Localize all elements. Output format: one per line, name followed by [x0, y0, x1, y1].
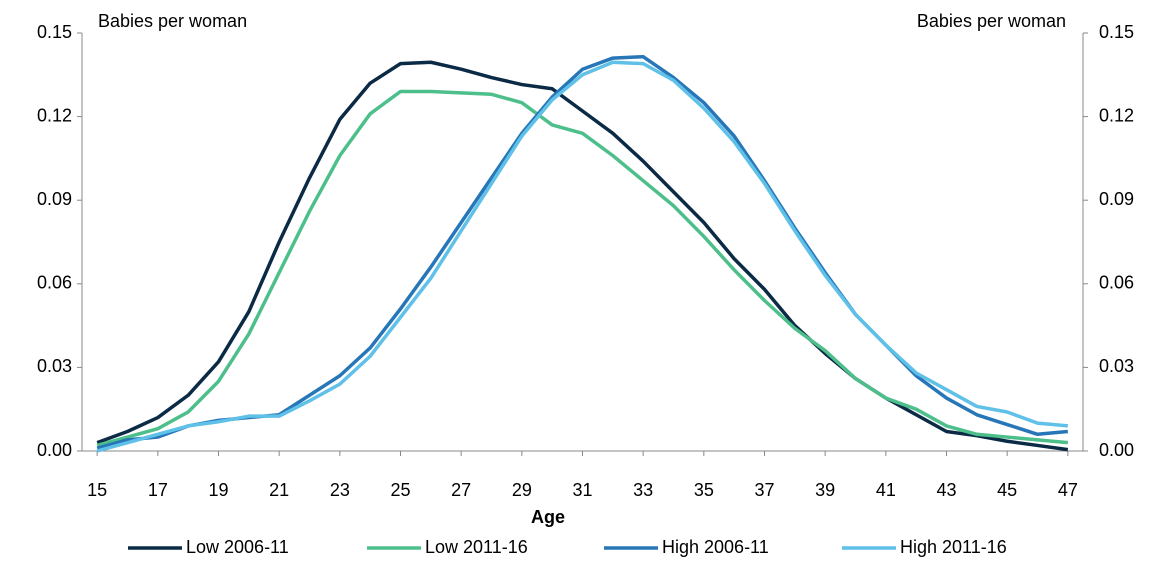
y2-tick-label: 0.09 [1099, 189, 1134, 209]
x-tick-label: 33 [633, 480, 653, 500]
legend-label: High 2011-16 [900, 537, 1007, 557]
x-tick-label: 35 [694, 480, 714, 500]
legend-label: Low 2006-11 [186, 537, 289, 557]
y2-tick-label: 0.06 [1099, 273, 1134, 293]
y-tick-label: 0.03 [37, 356, 72, 376]
y-axis-label: Babies per woman [98, 11, 247, 31]
x-tick-label: 23 [330, 480, 350, 500]
x-tick-label: 31 [572, 480, 592, 500]
x-tick-label: 47 [1058, 480, 1078, 500]
y-tick-label: 0.15 [37, 22, 72, 42]
x-tick-label: 43 [936, 480, 956, 500]
line-series [96, 60, 1069, 452]
y2-tick-label: 0.03 [1099, 356, 1134, 376]
x-tick-label: 39 [815, 480, 835, 500]
y-tick-label: 0.00 [37, 440, 72, 460]
x-tick-label: 17 [148, 480, 168, 500]
line-series [96, 89, 1068, 448]
line-series [96, 60, 1068, 453]
x-tick-label: 25 [390, 480, 410, 500]
y2-axis-label: Babies per woman [917, 11, 1066, 31]
x-tick-label: 29 [512, 480, 532, 500]
x-tick-label: 19 [208, 480, 228, 500]
line-series [96, 54, 1068, 450]
x-tick-label: 41 [876, 480, 896, 500]
y-tick-label: 0.06 [37, 273, 72, 293]
y2-tick-label: 0.12 [1099, 105, 1134, 125]
x-tick-label: 45 [997, 480, 1017, 500]
y2-tick-label: 0.15 [1099, 22, 1134, 42]
x-tick-label: 15 [87, 480, 107, 500]
legend-label: High 2006-11 [662, 537, 769, 557]
y2-tick-label: 0.00 [1099, 440, 1134, 460]
y-tick-label: 0.12 [37, 105, 72, 125]
x-tick-label: 37 [754, 480, 774, 500]
legend-label: Low 2011-16 [425, 537, 528, 557]
x-tick-label: 27 [451, 480, 471, 500]
x-axis-label: Age [531, 507, 565, 527]
x-tick-label: 21 [269, 480, 289, 500]
y-tick-label: 0.09 [37, 189, 72, 209]
